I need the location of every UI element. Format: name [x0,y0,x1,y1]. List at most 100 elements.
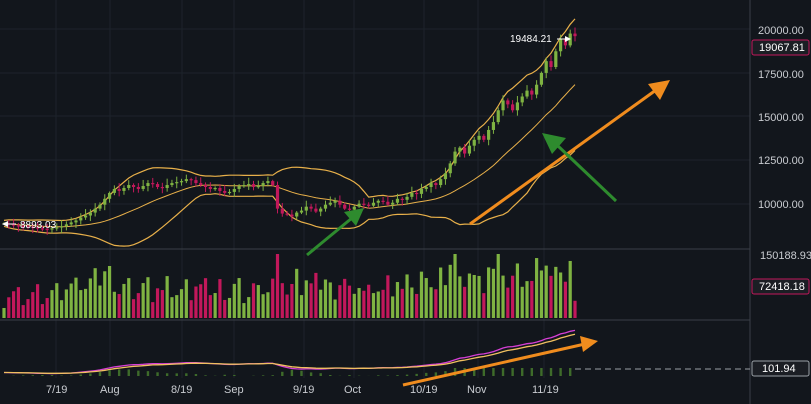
indicator-histogram-bar [559,368,562,376]
candle-body [26,226,30,228]
current-price-tag: 19067.81 [751,39,810,56]
volume-bar [506,287,510,318]
candle-body [98,204,102,209]
high-marker-arrowhead [565,36,571,42]
orange-arrow-price-head [648,80,670,100]
indicator-histogram-bar [405,374,409,376]
candle-body [160,186,164,189]
candle-body [467,145,472,154]
volume-bar [203,278,208,318]
volume-bar [112,291,116,318]
volume-bar [448,264,452,318]
indicator-histogram-bar [569,368,572,376]
candle-body [79,217,83,221]
indicator-histogram-bar [377,375,380,376]
candle-body [343,204,347,209]
candle-body [16,225,20,227]
indicator-histogram-bar [290,369,294,376]
candle-body [496,110,500,123]
indicator-histogram-bar [549,368,553,376]
indicator-histogram-bar [146,371,150,376]
candle-body [568,33,572,46]
indicator-histogram-bar [156,372,159,376]
indicator-histogram-bar [501,368,505,376]
volume-bar [50,290,54,318]
candle-body [40,228,44,230]
volume-bar [179,289,184,318]
indicator-histogram-bar [165,373,169,376]
high-marker: 19484.21 [510,34,571,45]
candle-body [511,104,515,111]
volume-bar [280,283,284,318]
volume-bar [491,268,496,318]
volume-bar [11,291,16,318]
candle-body [391,202,395,205]
candle-body [515,102,520,111]
candle-body [275,185,280,209]
volume-bar [391,296,395,318]
candle-body [256,186,260,188]
volume-bar [189,300,193,318]
volume-bar [405,274,409,318]
indicator-histogram-bar [530,368,534,376]
candle-body [266,181,270,184]
candle-body [328,202,332,205]
volume-bar [357,288,361,318]
volume-bar [69,283,73,318]
volume-bar [400,288,404,318]
candle-body [285,213,289,215]
volume-bar [568,260,572,318]
high-marker-label: 19484.21 [510,34,552,45]
candle-body [424,186,428,189]
indicator-histogram-bar [21,375,25,376]
candle-body [323,204,328,209]
volume-bar [93,268,97,318]
volume-bar [458,276,462,318]
indicator-value-tag-box [751,360,810,377]
candle-body [290,214,294,217]
volume-bar [2,308,6,318]
x-tick-label: Sep [224,384,244,396]
volume-bar [559,272,563,318]
volume-bar [251,283,256,318]
volume-bar [237,278,241,318]
volume-bar [127,278,131,318]
indicator-line-slow [4,333,576,374]
volume-bar [410,287,414,318]
candle-body [309,206,313,209]
volume-bar [227,297,232,318]
indicator-histogram-bar [540,368,543,376]
volume-bar [496,254,500,318]
candle-body [367,204,371,206]
candle-body [347,208,352,210]
volume-bar [223,299,227,318]
current-price-label: 19067.81 [759,42,805,54]
indicator-histogram-bar [348,375,351,376]
volume-bar [343,278,347,318]
indicator-histogram-bar [194,374,198,376]
candle-body [439,179,443,186]
volume-bars [2,254,577,318]
candle-body [295,212,299,217]
candle-body [487,129,491,140]
volume-bar [45,298,49,318]
candle-body [237,186,241,189]
volume-bar [131,299,136,318]
candle-body [50,228,54,230]
volume-bar [208,295,212,318]
volume-bar [256,285,260,318]
indicator-histogram-bar [444,371,447,376]
volume-bar [520,286,524,318]
candle-body [463,147,467,154]
volume-bar [295,268,299,318]
volume-bar [501,275,505,318]
volume-bar [299,295,304,318]
candle-body [376,200,380,203]
volume-bar [55,283,59,318]
volume-bar [290,284,294,318]
volume-bar [21,305,25,318]
candle-body [59,226,64,228]
candle-body [136,186,140,189]
volume-bar [261,294,265,318]
